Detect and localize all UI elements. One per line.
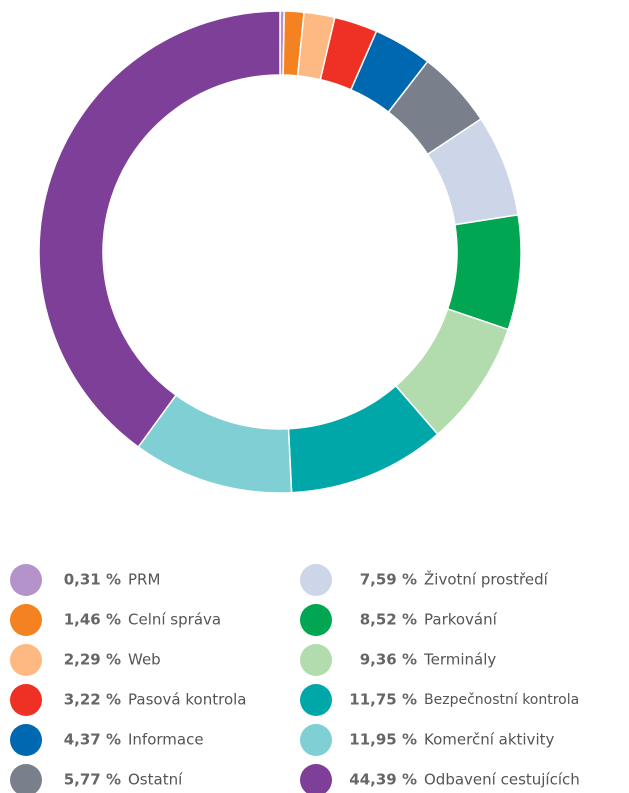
donut-segment <box>38 10 281 449</box>
legend-label: Komerční aktivity <box>424 731 554 749</box>
legend-swatch <box>300 644 332 676</box>
legend-swatch <box>10 684 42 716</box>
legend-label: Terminály <box>423 651 496 669</box>
legend-label: Bezpečnostní kontrola <box>424 692 579 708</box>
legend-swatch <box>10 724 42 756</box>
legend-value: 11,95 % <box>349 731 417 749</box>
legend-label: Životní prostředí <box>424 570 549 589</box>
legend-label: Web <box>128 651 161 669</box>
legend-swatch <box>300 564 332 596</box>
legend-swatch <box>300 684 332 716</box>
legend-value: 5,77 % <box>64 771 121 789</box>
legend-value: 9,36 % <box>360 651 417 669</box>
legend-label: Ostatní <box>128 771 183 789</box>
legend-swatch <box>300 724 332 756</box>
legend-label: Odbavení cestujících <box>424 771 580 789</box>
legend-label: PRM <box>128 571 160 589</box>
legend-label: Celní správa <box>128 611 221 629</box>
legend-value: 4,37 % <box>64 731 121 749</box>
legend-swatch <box>10 604 42 636</box>
legend-label: Informace <box>128 731 204 749</box>
legend-swatch <box>10 644 42 676</box>
legend-value: 11,75 % <box>349 691 417 709</box>
legend-value: 3,22 % <box>64 691 121 709</box>
legend-swatch <box>300 764 332 793</box>
legend-label: Parkování <box>424 611 498 629</box>
legend-value: 8,52 % <box>360 611 417 629</box>
legend-value: 2,29 % <box>64 651 121 669</box>
legend-value: 1,46 % <box>64 611 121 629</box>
legend-swatch <box>10 564 42 596</box>
legend-swatch <box>10 764 42 793</box>
legend-value: 0,31 % <box>64 571 121 589</box>
legend-value: 44,39 % <box>349 771 417 789</box>
legend-label: Pasová kontrola <box>128 691 246 709</box>
legend-swatch <box>300 604 332 636</box>
legend-value: 7,59 % <box>360 571 417 589</box>
